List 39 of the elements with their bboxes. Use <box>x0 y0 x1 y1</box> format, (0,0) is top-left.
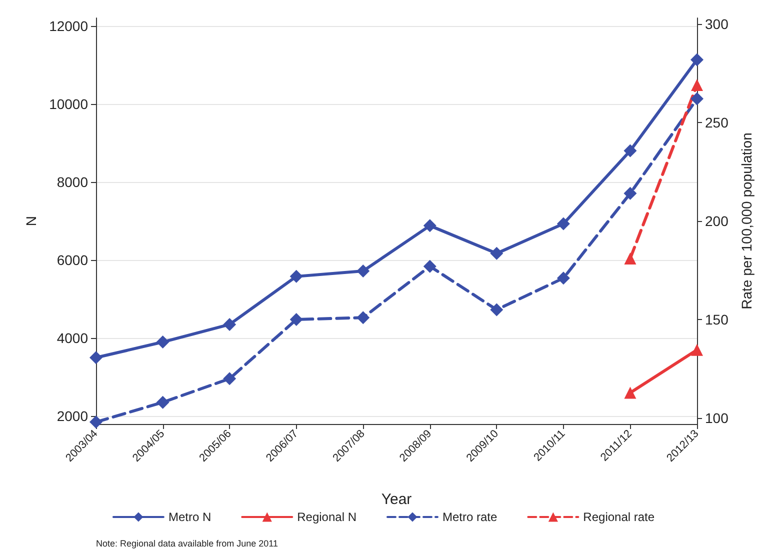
point <box>490 246 504 260</box>
point <box>223 318 236 331</box>
point <box>156 396 170 409</box>
point <box>223 372 236 386</box>
point <box>624 144 637 158</box>
y2-tick-label: 150 <box>705 312 729 328</box>
y-tick-label: 12000 <box>49 18 88 34</box>
point <box>290 270 303 283</box>
y-tick-label: 2000 <box>56 408 88 424</box>
legend-label: Regional rate <box>583 510 655 524</box>
y2-tick-label: 200 <box>705 213 729 229</box>
y2-axis-title: Rate per 100,000 population <box>738 132 754 310</box>
y-tick-label: 10000 <box>49 96 88 112</box>
legend-label: Regional N <box>297 510 356 524</box>
point <box>356 264 370 278</box>
y-tick-label: 6000 <box>56 252 88 268</box>
y-tick-label: 4000 <box>56 330 88 346</box>
point <box>624 186 637 200</box>
point <box>290 313 303 326</box>
x-axis-title: Year <box>381 491 412 508</box>
point <box>556 217 570 230</box>
point <box>690 53 704 66</box>
y2-tick-label: 300 <box>705 16 729 32</box>
point <box>356 311 370 324</box>
point <box>156 336 170 349</box>
text: Note: Regional data available from June 2011 <box>96 538 278 548</box>
y2-tick-label: 250 <box>705 114 729 130</box>
point <box>690 92 704 106</box>
point <box>423 219 436 232</box>
point <box>556 272 570 285</box>
point <box>90 416 102 429</box>
y2-tick-label: 100 <box>705 410 729 426</box>
point <box>423 260 436 273</box>
legend-label: Metro rate <box>442 510 498 524</box>
y-tick-label: 8000 <box>56 174 88 190</box>
legend-label: Metro N <box>168 510 212 524</box>
point <box>90 351 102 364</box>
point <box>490 303 504 316</box>
y-axis-title: N <box>23 216 40 226</box>
